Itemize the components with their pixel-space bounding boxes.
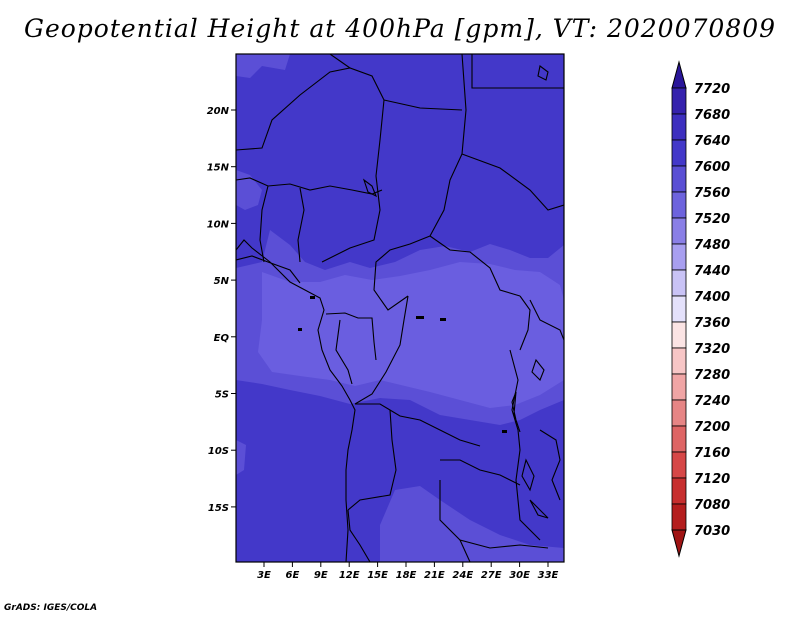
longitude-axis: 3E 6E 9E 12E 15E 18E 21E 24E 27E 30E 33E: [257, 562, 559, 581]
lat-tick-label: 15S: [208, 503, 229, 514]
country-borders: [236, 54, 564, 562]
colorbar-swatch: [671, 451, 687, 479]
colorbar-label: 7080: [694, 498, 730, 513]
colorbar-swatch: [671, 269, 687, 297]
lon-tick-label: 30E: [509, 570, 530, 581]
lon-tick-label: 27E: [481, 570, 502, 581]
colorbar-label: 7720: [694, 82, 730, 97]
latitude-axis: 20N 15N 10N 5N EQ 5S 10S 15S: [207, 106, 236, 514]
colorbar-swatch: [671, 503, 687, 531]
map-frame: [235, 53, 565, 563]
colorbar: 7720 7680 7640 7600 7560 7520 7480 7440 7400 7360…: [671, 60, 730, 558]
lon-tick-label: 33E: [538, 570, 559, 581]
lon-tick-label: 12E: [339, 570, 360, 581]
colorbar-label: 7120: [694, 472, 730, 487]
colorbar-bottom-arrow: [671, 529, 687, 558]
map-title: Geopotential Height at 400hPa [gpm], VT:…: [23, 14, 777, 43]
colorbar-label: 7520: [694, 212, 730, 227]
islands: [298, 296, 507, 433]
field-low-region: [258, 262, 564, 408]
colorbar-swatch: [671, 139, 687, 167]
colorbar-label: 7680: [694, 108, 730, 123]
colorbar-swatch: [671, 373, 687, 401]
colorbar-swatch: [671, 217, 687, 245]
colorbar-swatch: [671, 425, 687, 453]
colorbar-swatch: [671, 165, 687, 193]
field-mid-region: [236, 170, 262, 210]
colorbar-label: 7400: [694, 290, 730, 305]
colorbar-label: 7030: [694, 524, 730, 539]
lon-tick-label: 3E: [257, 570, 271, 581]
colorbar-label: 7600: [694, 160, 730, 175]
colorbar-label: 7560: [694, 186, 730, 201]
colorbar-label: 7200: [694, 420, 730, 435]
grads-credit: GrADS: IGES/COLA: [4, 603, 98, 613]
colorbar-top-arrow: [671, 60, 687, 89]
colorbar-swatch: [671, 477, 687, 505]
lon-tick-label: 21E: [424, 570, 445, 581]
lat-tick-label: 5N: [214, 276, 230, 287]
colorbar-label: 7480: [694, 238, 730, 253]
lon-tick-label: 18E: [396, 570, 417, 581]
colorbar-swatch: [671, 113, 687, 141]
field-mid-region: [236, 440, 246, 475]
lat-tick-label: 20N: [207, 106, 230, 117]
colorbar-swatch: [671, 347, 687, 375]
colorbar-label: 7160: [694, 446, 730, 461]
lat-tick-label: 10S: [208, 446, 229, 457]
lon-tick-label: 24E: [452, 570, 473, 581]
lat-tick-label: EQ: [214, 333, 230, 344]
colorbar-label: 7280: [694, 368, 730, 383]
colorbar-label: 7440: [694, 264, 730, 279]
map-panel: [236, 54, 564, 562]
colorbar-label: 7640: [694, 134, 730, 149]
colorbar-swatch: [671, 321, 687, 349]
colorbar-swatch: [671, 295, 687, 323]
colorbar-label: 7320: [694, 342, 730, 357]
colorbar-swatch: [671, 87, 687, 115]
lat-tick-label: 5S: [215, 390, 229, 401]
lon-tick-label: 6E: [286, 570, 300, 581]
lat-tick-label: 15N: [207, 163, 230, 174]
colorbar-swatch: [671, 399, 687, 427]
colorbar-swatch: [671, 191, 687, 219]
lon-tick-label: 15E: [367, 570, 388, 581]
field-mid-region: [380, 486, 564, 562]
lat-tick-label: 10N: [207, 219, 230, 230]
colorbar-swatch: [671, 243, 687, 271]
colorbar-label: 7240: [694, 394, 730, 409]
field-mid-region: [236, 54, 290, 78]
lon-tick-label: 9E: [314, 570, 328, 581]
colorbar-label: 7360: [694, 316, 730, 331]
